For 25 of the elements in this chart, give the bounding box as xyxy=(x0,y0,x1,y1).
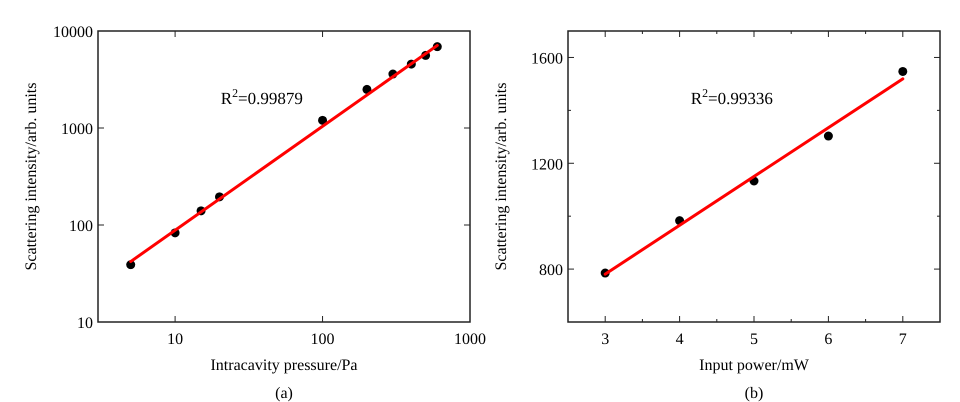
y-tick-label: 800 xyxy=(539,262,563,280)
y-axis-title: Scattering intensity/arb. units xyxy=(23,82,40,270)
y-tick-label: 10000 xyxy=(53,24,93,41)
x-tick-label: 7 xyxy=(898,331,907,348)
y-tick-label: 1200 xyxy=(531,156,563,174)
x-tick-label: 100 xyxy=(310,331,335,348)
x-tick-label: 1000 xyxy=(454,331,486,348)
text: (a) xyxy=(275,385,293,402)
point xyxy=(898,66,908,76)
x-tick-label: 6 xyxy=(824,331,832,348)
y-tick-label: 100 xyxy=(69,218,93,235)
annotation: R$^{2}$=0.99879 xyxy=(220,86,303,108)
annotation: R$^{2}$=0.99336 xyxy=(690,86,773,108)
x-axis-title: Intracavity pressure/Pa xyxy=(210,357,358,374)
x-tick-label: 4 xyxy=(676,331,684,348)
x-tick-label: 3 xyxy=(601,331,610,348)
y-axis-title: Scattering intensity/arb. units xyxy=(493,82,510,270)
y-tick-label: 10 xyxy=(77,315,93,332)
x-tick-label: 5 xyxy=(750,331,758,348)
y-tick-label: 1600 xyxy=(531,50,563,68)
point xyxy=(824,132,833,141)
x-tick-label: 10 xyxy=(167,331,184,348)
x-axis-title: Input power/mW xyxy=(699,357,810,374)
text: (b) xyxy=(744,385,764,402)
y-tick-label: 1000 xyxy=(61,121,93,138)
